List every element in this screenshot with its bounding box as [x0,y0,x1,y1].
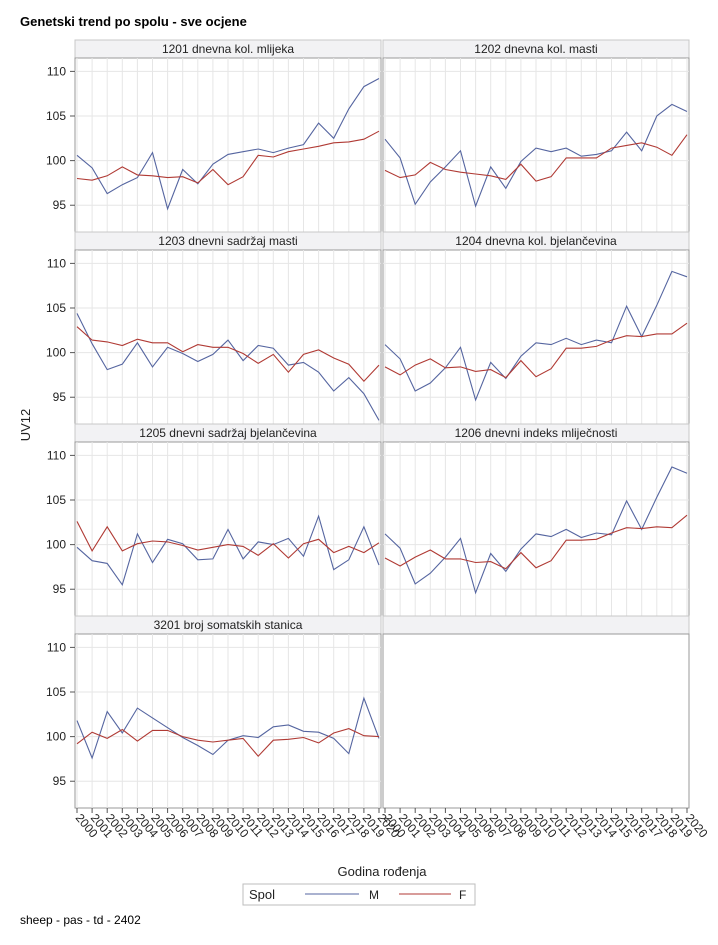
y-tick-label: 95 [53,198,67,212]
y-tick-label: 105 [46,109,66,123]
panel-header [382,615,690,635]
series-line-f [76,728,380,758]
legend-label-m: M [369,888,379,902]
series-line-f [384,514,688,570]
series-line-f [76,521,380,559]
y-tick-label: 105 [46,493,66,507]
series-line-m [384,466,688,595]
y-tick-label: 110 [47,256,66,270]
y-tick-label: 100 [46,346,66,360]
series-line-m [384,270,688,402]
panel-frame [382,633,690,809]
y-tick-label: 95 [53,390,67,404]
legend-title: Spol [249,887,275,902]
y-tick-label: 100 [46,730,66,744]
series-line-m [76,313,380,421]
series-line-f [384,322,688,379]
y-tick-label: 110 [47,640,66,654]
footnote: sheep - pas - td - 2402 [20,913,141,927]
y-tick-label: 100 [46,154,66,168]
y-tick-label: 110 [47,448,66,462]
chart-title: Genetski trend po spolu - sve ocjene [20,14,247,29]
panel-title: 1202 dnevna kol. masti [474,42,597,56]
y-tick-label: 105 [46,685,66,699]
series-line-f [76,326,380,383]
y-tick-label: 95 [53,774,67,788]
panel-title: 1201 dnevna kol. mlijeka [162,42,294,56]
panel-title: 3201 broj somatskih stanica [154,618,303,632]
y-tick-label: 110 [47,64,66,78]
y-tick-label: 95 [53,582,67,596]
series-line-f [384,134,688,182]
x-axis-label: Godina rođenja [338,864,428,879]
y-axis-label: UV12 [18,409,33,442]
panel-title: 1205 dnevni sadržaj bjelančevina [139,426,317,440]
panel-title: 1206 dnevni indeks mliječnosti [455,426,618,440]
series-line-m [384,103,688,208]
y-tick-label: 100 [46,538,66,552]
series-line-m [76,78,380,211]
legend-label-f: F [459,888,466,902]
series-line-f [76,130,380,186]
y-tick-label: 105 [46,301,66,315]
series-line-m [76,514,380,587]
panel-title: 1203 dnevni sadržaj masti [158,234,297,248]
panel-title: 1204 dnevna kol. bjelančevina [455,234,617,248]
